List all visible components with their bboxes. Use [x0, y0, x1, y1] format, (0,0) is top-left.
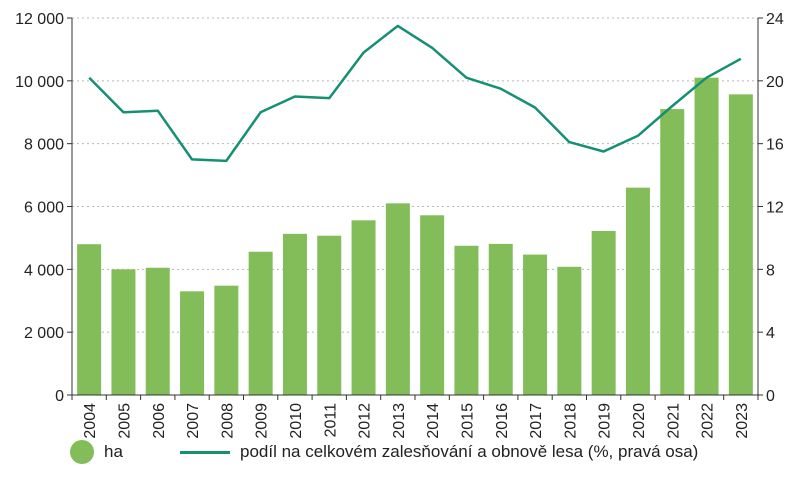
line-path [88, 24, 742, 163]
x-tick-label: 2016 [494, 403, 511, 439]
right-axis-ticks: 0 4 8 12 16 20 24 [758, 11, 784, 405]
x-tick-label: 2004 [82, 403, 99, 439]
x-axis-ticks: 2004 2005 2006 2007 2008 2009 2010 2011 2012 2013… [71, 395, 759, 439]
x-tick-label: 2013 [391, 403, 408, 439]
y2-tick-label: 4 [766, 325, 775, 342]
bar [523, 254, 548, 395]
bar [317, 235, 342, 395]
x-tick-label: 2005 [116, 403, 133, 439]
y-tick-label: 10 000 [15, 74, 64, 91]
x-tick-label: 2014 [425, 403, 442, 439]
bar [557, 266, 582, 395]
x-tick-label: 2015 [459, 403, 476, 439]
legend-line-swatch [180, 450, 230, 454]
x-tick-label: 2022 [700, 403, 717, 439]
y-tick-label: 4 000 [24, 262, 64, 279]
bar [77, 244, 102, 395]
left-axis-ticks: 0 2 000 4 000 6 000 8 000 10 000 12 000 [15, 11, 72, 405]
x-tick-label: 2009 [254, 403, 271, 439]
x-tick-label: 2020 [631, 403, 648, 439]
y-tick-label: 2 000 [24, 325, 64, 342]
y-tick-label: 6 000 [24, 200, 64, 217]
bar [694, 77, 719, 396]
bar [488, 243, 513, 395]
bar [454, 245, 479, 395]
y2-tick-label: 16 [766, 137, 784, 154]
x-tick-label: 2021 [665, 403, 682, 439]
y2-tick-label: 12 [766, 200, 784, 217]
y2-tick-label: 8 [766, 262, 775, 279]
axes [71, 18, 759, 396]
bar [282, 233, 307, 395]
y-tick-label: 0 [55, 388, 64, 405]
x-tick-label: 2018 [562, 403, 579, 439]
bar [591, 231, 616, 395]
x-tick-label: 2019 [597, 403, 614, 439]
x-tick-label: 2008 [219, 403, 236, 439]
y-tick-label: 8 000 [24, 137, 64, 154]
y2-tick-label: 0 [766, 388, 775, 405]
legend-line-label: podíl na celkovém zalesňování a obnově l… [240, 442, 699, 461]
bar [180, 291, 205, 395]
x-tick-label: 2023 [734, 403, 751, 439]
bar-series [77, 77, 753, 396]
bar [660, 109, 685, 395]
legend-item-line: podíl na celkovém zalesňování a obnově l… [180, 432, 698, 472]
legend-bar-swatch [70, 440, 94, 464]
x-tick-label: 2006 [151, 403, 168, 439]
x-tick-label: 2010 [288, 403, 305, 439]
line-series [88, 24, 742, 163]
bar [420, 215, 445, 395]
y2-tick-label: 20 [766, 74, 784, 91]
y-tick-label: 12 000 [15, 11, 64, 28]
x-tick-label: 2012 [357, 403, 374, 439]
bar [385, 203, 410, 395]
gridlines [72, 17, 758, 333]
bar [145, 267, 170, 395]
bar [111, 269, 136, 395]
x-tick-label: 2007 [185, 403, 202, 439]
x-tick-label: 2011 [322, 403, 339, 438]
bar [728, 94, 753, 395]
legend: ha podíl na celkovém zalesňování a obnov… [0, 432, 800, 472]
bar [351, 220, 376, 395]
bar [625, 187, 650, 395]
x-tick-label: 2017 [528, 403, 545, 439]
legend-item-bars: ha [70, 432, 123, 472]
bar [214, 285, 239, 395]
legend-bar-label: ha [104, 442, 123, 461]
y2-tick-label: 24 [766, 11, 784, 28]
bar [248, 251, 273, 395]
